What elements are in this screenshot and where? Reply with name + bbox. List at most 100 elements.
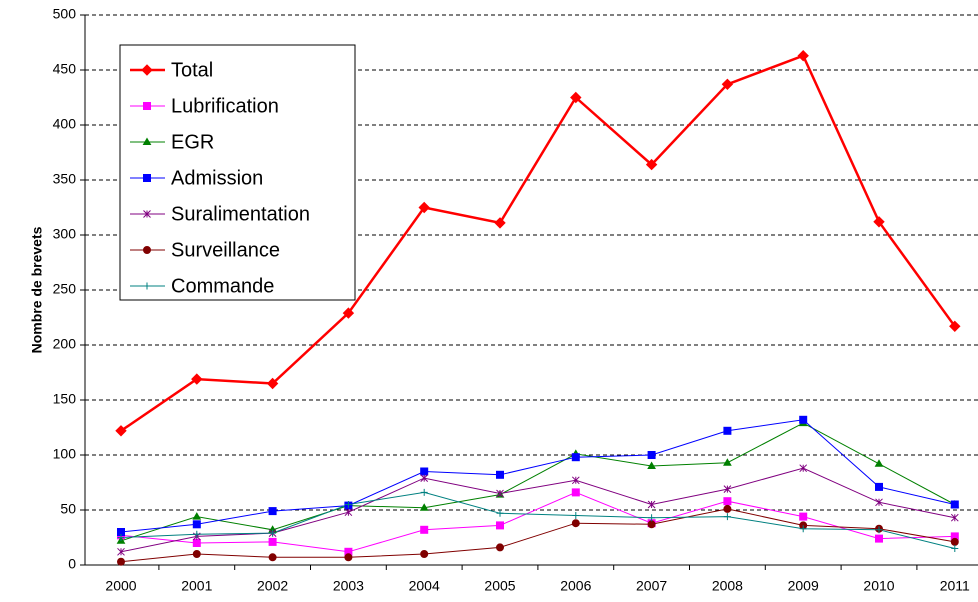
marker <box>721 78 734 91</box>
series-line <box>120 491 955 553</box>
y-tick-label: 100 <box>53 446 77 462</box>
marker <box>571 519 580 528</box>
marker <box>193 530 201 538</box>
marker <box>192 539 201 547</box>
x-tick-label: 2009 <box>788 578 819 594</box>
y-axis-label: Nombre de brevets <box>29 226 45 353</box>
marker <box>723 504 732 513</box>
legend-marker <box>141 64 153 76</box>
y-tick-label: 0 <box>68 556 76 572</box>
marker <box>874 459 884 467</box>
marker <box>342 307 355 319</box>
x-tick-label: 2002 <box>257 578 288 594</box>
x-tick-label: 2003 <box>333 578 364 594</box>
marker <box>875 526 883 534</box>
marker <box>647 451 656 459</box>
legend-box <box>119 44 356 301</box>
x-tick-label: 2011 <box>940 578 970 594</box>
legend-label: Admission <box>171 167 263 189</box>
marker <box>419 503 429 511</box>
series-line <box>120 508 955 563</box>
y-tick-label: 450 <box>53 61 77 77</box>
marker <box>799 512 808 521</box>
marker <box>344 508 353 517</box>
marker <box>192 512 202 520</box>
x-tick-label: 2007 <box>636 578 667 594</box>
marker <box>420 488 428 496</box>
series-line <box>120 491 955 549</box>
y-tick-label: 500 <box>53 6 77 22</box>
marker <box>570 91 582 104</box>
marker <box>647 500 656 509</box>
marker <box>191 373 203 385</box>
marker <box>571 488 580 497</box>
marker <box>496 521 504 530</box>
series-line <box>120 419 955 533</box>
marker <box>192 520 201 529</box>
marker <box>873 216 885 228</box>
y-tick-label: 50 <box>60 501 76 517</box>
marker <box>344 553 353 562</box>
y-tick-label: 200 <box>53 336 77 352</box>
x-tick-label: 2010 <box>863 578 894 594</box>
legend-label: Lubrification <box>171 95 279 117</box>
legend-marker <box>143 246 151 254</box>
marker <box>723 485 732 493</box>
legend-label: Commande <box>171 275 274 297</box>
marker <box>799 464 808 473</box>
marker <box>875 534 883 543</box>
marker <box>950 500 959 509</box>
marker <box>723 458 732 466</box>
marker <box>496 470 504 479</box>
y-tick-label: 150 <box>53 391 77 407</box>
marker <box>647 461 656 469</box>
x-tick-label: 2004 <box>409 578 440 594</box>
legend-label: Total <box>171 59 213 81</box>
marker <box>799 525 807 533</box>
x-tick-label: 2001 <box>181 578 212 594</box>
marker <box>117 547 125 556</box>
marker <box>418 201 430 214</box>
marker <box>496 489 504 498</box>
marker <box>268 537 277 546</box>
marker <box>797 49 809 62</box>
series-line <box>120 54 956 432</box>
marker <box>799 415 808 424</box>
marker <box>496 509 504 517</box>
marker <box>571 453 580 462</box>
marker <box>494 217 506 229</box>
marker <box>572 512 580 519</box>
x-tick-label: 2006 <box>560 578 591 594</box>
y-tick-label: 350 <box>53 171 77 187</box>
marker <box>117 534 125 541</box>
marker <box>875 498 883 507</box>
marker <box>268 507 277 516</box>
y-tick-label: 250 <box>53 281 77 297</box>
marker <box>268 553 277 562</box>
marker <box>117 557 125 566</box>
marker <box>645 158 658 171</box>
marker <box>496 543 504 552</box>
marker <box>723 426 732 435</box>
marker <box>420 474 429 482</box>
marker <box>266 377 279 390</box>
marker <box>723 497 732 506</box>
marker <box>115 425 127 437</box>
y-tick-label: 400 <box>53 116 77 132</box>
marker <box>950 537 959 546</box>
legend-label: Suralimentation <box>171 203 310 225</box>
legend-marker <box>143 102 151 110</box>
marker <box>723 513 731 521</box>
legend-marker <box>143 210 151 218</box>
marker <box>420 550 429 558</box>
marker <box>949 320 961 333</box>
marker <box>951 545 959 552</box>
marker <box>269 529 277 537</box>
legend-label: Surveillance <box>171 239 280 261</box>
marker <box>875 482 883 491</box>
legend-marker <box>143 282 151 290</box>
y-tick-label: 300 <box>53 226 77 242</box>
marker <box>950 513 959 522</box>
marker <box>647 520 656 529</box>
